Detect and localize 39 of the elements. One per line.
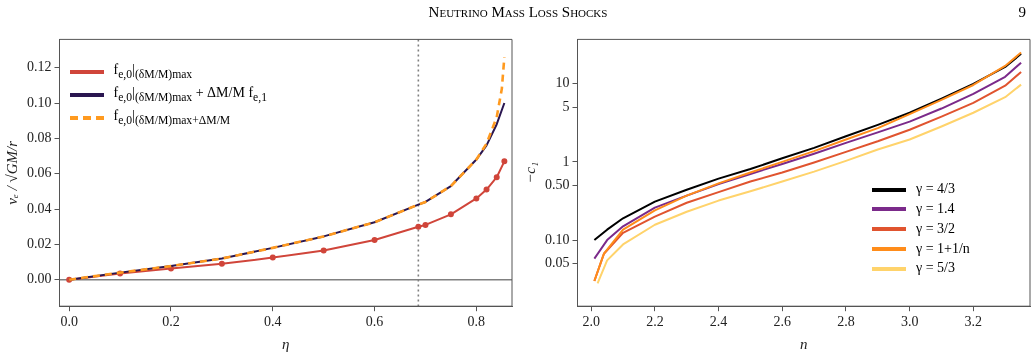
x-axis-title: n bbox=[800, 335, 808, 352]
y-tick-label: 0.10 bbox=[27, 94, 52, 110]
y-tick-label: 0.02 bbox=[27, 236, 52, 252]
x-tick-label: 2.2 bbox=[646, 314, 664, 330]
x-axis-title: η bbox=[282, 335, 290, 352]
y-tick-label: 0.08 bbox=[27, 130, 52, 146]
x-tick-label: 0.0 bbox=[60, 314, 78, 330]
y-tick-label: 0.12 bbox=[27, 59, 52, 75]
x-tick-label: 0.8 bbox=[467, 314, 486, 330]
y-tick-label: 0.10 bbox=[545, 231, 570, 247]
legend-label: γ = 3/2 bbox=[916, 220, 955, 238]
x-tick-label: 3.0 bbox=[900, 314, 919, 330]
y-tick-label: 1 bbox=[562, 153, 570, 169]
legend-label: γ = 1+1/n bbox=[916, 240, 970, 258]
y-tick-label: 5 bbox=[562, 98, 570, 114]
y-tick-label: 0.06 bbox=[27, 165, 52, 181]
legend-label: γ = 4/3 bbox=[916, 181, 955, 198]
legend-label: f$_{e,0}$|$_{(δM/M)max}$ + ΔM/M f$_{e,1}$ bbox=[113, 85, 267, 105]
x-tick-label: 0.6 bbox=[365, 314, 384, 330]
y-tick-label: 0.00 bbox=[27, 271, 52, 287]
y-tick-label: 0.50 bbox=[545, 177, 570, 193]
x-tick-label: 2.0 bbox=[582, 314, 600, 330]
y-tick-label: 0.05 bbox=[545, 255, 570, 271]
legend-label: f$_{e,0}$|$_{(δM/M)max}$ bbox=[113, 62, 193, 83]
x-tick-label: 0.4 bbox=[264, 314, 282, 330]
x-tick-label: 3.2 bbox=[964, 314, 983, 330]
y-axis-title: −c₁ bbox=[521, 161, 538, 184]
x-tick-label: 2.6 bbox=[773, 314, 792, 330]
y-tick-label: 10 bbox=[555, 75, 570, 91]
legend-label: γ = 1.4 bbox=[916, 200, 955, 218]
x-tick-label: 0.2 bbox=[162, 314, 180, 330]
text: 9 bbox=[1018, 4, 1026, 21]
x-tick-label: 2.4 bbox=[709, 314, 728, 330]
text: Neutrino Mass Loss Shocks bbox=[428, 4, 608, 21]
legend-label: γ = 5/3 bbox=[916, 260, 955, 278]
legend-label: f$_{e,0}$|$_{(δM/M)max+ΔM/M}$ bbox=[113, 107, 231, 128]
x-tick-label: 2.8 bbox=[837, 314, 855, 330]
y-axis-title: vₑ / √GM/r bbox=[3, 140, 20, 205]
y-tick-label: 0.04 bbox=[27, 200, 52, 216]
